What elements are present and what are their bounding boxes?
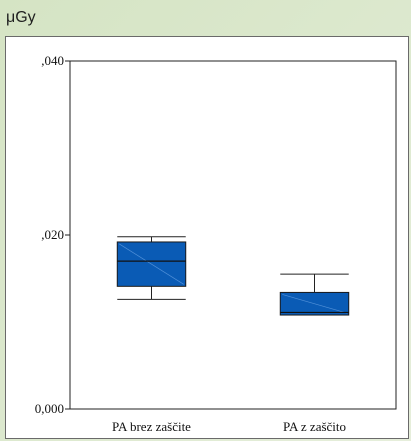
category-label-0: PA brez zaščite [112,419,191,434]
x-axis: PA brez zaščite PA z zaščito [112,419,346,434]
chart-panel [5,36,409,439]
boxes-layer [116,236,350,316]
y-tick-label-0: 0,000 [35,401,64,416]
y-axis: 0,000 ,020 ,040 [35,53,70,416]
category-label-1: PA z zaščito [283,419,346,434]
plot-frame [69,60,397,410]
unit-title: μGy [6,9,36,26]
y-tick-label-2: ,040 [41,53,64,68]
y-tick-label-1: ,020 [41,227,64,242]
box-sheen-1 [282,294,347,314]
box-sheen-0 [119,243,184,285]
